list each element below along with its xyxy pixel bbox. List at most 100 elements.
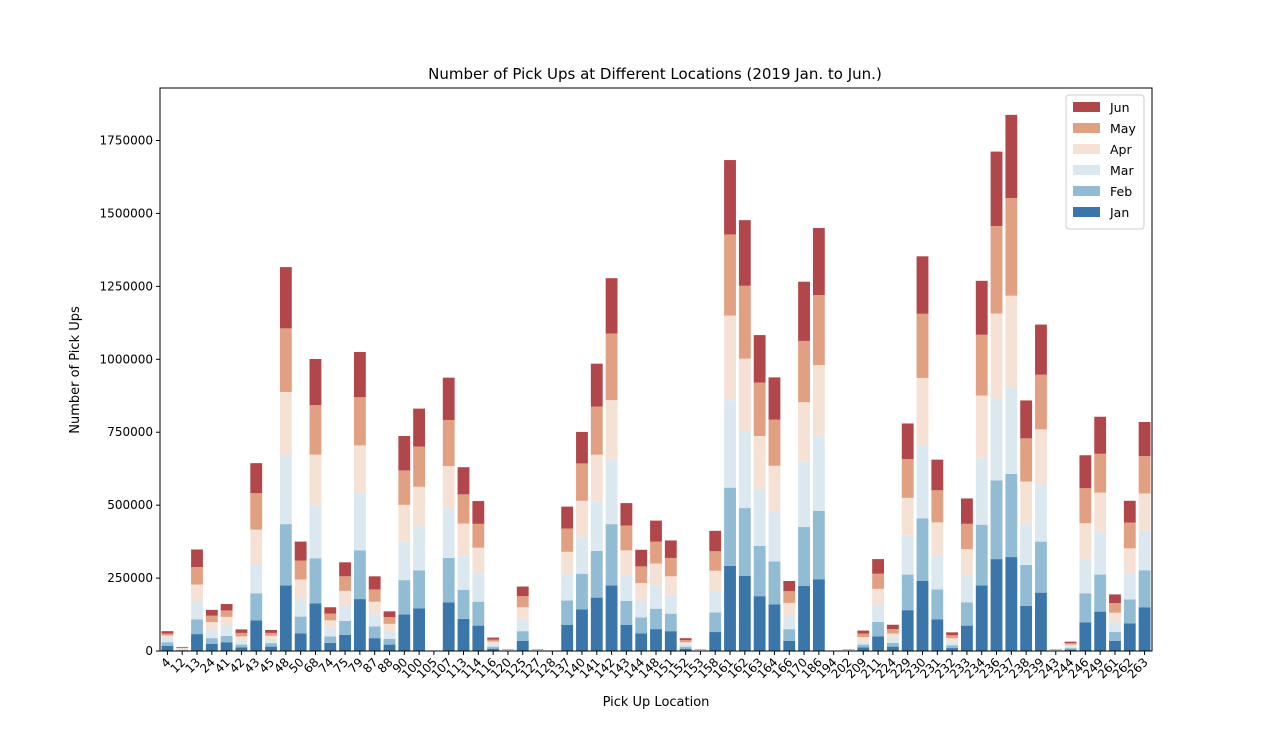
bar-229-mar	[901, 535, 914, 575]
bar-24-mar	[205, 629, 218, 639]
bar-164-mar	[768, 510, 781, 562]
bar-163-may	[753, 382, 766, 437]
bar-141-feb	[590, 550, 603, 598]
bar-143-jan	[620, 624, 633, 651]
bar-209-jun	[857, 630, 870, 634]
bar-229-apr	[901, 497, 914, 536]
bar-229-feb	[901, 574, 914, 611]
bar-88-jan	[383, 644, 396, 651]
bar-244-feb	[1064, 648, 1077, 650]
bar-161-jun	[724, 160, 736, 235]
bar-88-mar	[383, 631, 396, 639]
bar-50-may	[294, 560, 307, 580]
bar-48-apr	[279, 391, 292, 455]
bar-233-may	[961, 523, 973, 550]
bar-186-jun	[812, 228, 825, 296]
legend-label-jun: Jun	[1109, 100, 1130, 115]
bar-43-feb	[250, 593, 263, 621]
bar-45-mar	[265, 638, 277, 644]
y-tick-label: 1250000	[100, 279, 153, 293]
bar-234-mar	[975, 458, 988, 525]
bar-236-jun	[990, 151, 1003, 226]
bar-161-feb	[724, 487, 736, 566]
bar-48-feb	[279, 524, 292, 586]
bar-48-jun	[279, 267, 292, 329]
bar-79-feb	[353, 550, 366, 600]
legend-swatch-may	[1073, 123, 1100, 133]
legend-label-feb: Feb	[1110, 184, 1132, 199]
bar-261-jun	[1109, 594, 1121, 604]
bar-125-jan	[516, 640, 529, 651]
bar-48-jan	[279, 585, 292, 651]
bar-74-apr	[324, 620, 337, 628]
bar-164-jun	[768, 377, 781, 420]
bar-224-may	[886, 629, 899, 634]
bar-211-jun	[872, 559, 885, 574]
bar-142-apr	[605, 400, 618, 460]
bar-209-mar	[857, 640, 870, 645]
bar-164-apr	[768, 465, 781, 511]
bar-263-jan	[1138, 607, 1151, 651]
bar-68-jun	[309, 359, 322, 406]
bar-230-feb	[916, 518, 929, 581]
bar-170-jan	[798, 585, 810, 651]
bar-233-jun	[961, 498, 973, 524]
bar-263-mar	[1138, 530, 1151, 571]
bar-125-feb	[516, 631, 529, 641]
bar-224-jun	[886, 624, 899, 630]
bar-50-mar	[294, 598, 307, 617]
bar-238-jun	[1020, 400, 1033, 439]
bar-50-feb	[294, 616, 307, 634]
bar-114-jan	[472, 625, 485, 651]
bar-232-jun	[946, 632, 959, 636]
bar-163-jun	[753, 335, 766, 383]
bar-249-apr	[1094, 492, 1107, 532]
legend-label-apr: Apr	[1110, 142, 1132, 157]
bar-68-feb	[309, 558, 322, 604]
bar-88-feb	[383, 638, 396, 645]
bar-13-feb	[191, 619, 203, 635]
bar-170-feb	[798, 527, 810, 586]
bar-141-mar	[590, 501, 603, 551]
bar-239-jan	[1035, 592, 1047, 651]
bar-233-apr	[961, 549, 973, 576]
bar-41-feb	[220, 635, 233, 643]
bar-24-apr	[205, 622, 218, 630]
bar-244-mar	[1064, 646, 1077, 649]
bar-41-may	[220, 610, 233, 617]
bar-170-may	[798, 340, 810, 403]
bar-263-jun	[1138, 422, 1151, 457]
bar-158-jun	[709, 530, 722, 552]
bar-100-jun	[413, 408, 426, 447]
bar-13-mar	[191, 601, 203, 620]
bar-230-jan	[916, 580, 929, 651]
bar-90-jan	[398, 614, 411, 651]
y-tick-label: 1500000	[100, 206, 153, 220]
bar-75-mar	[339, 605, 351, 621]
bar-45-may	[265, 632, 277, 636]
bar-229-jun	[901, 423, 914, 460]
bar-41-mar	[220, 625, 233, 636]
bar-137-apr	[561, 551, 574, 575]
bar-261-mar	[1109, 622, 1121, 633]
bar-107-apr	[442, 466, 455, 509]
bar-140-may	[576, 463, 588, 501]
bar-113-may	[457, 494, 470, 524]
bar-262-apr	[1123, 548, 1136, 574]
bar-148-jan	[650, 629, 662, 651]
bar-13-jan	[191, 634, 203, 651]
bar-41-jan	[220, 642, 233, 651]
bar-166-jun	[783, 580, 796, 592]
bar-262-mar	[1123, 573, 1136, 600]
bar-211-apr	[872, 588, 885, 605]
bar-4-may	[161, 633, 174, 636]
bar-68-apr	[309, 454, 322, 506]
bar-231-jun	[931, 459, 944, 491]
bar-236-may	[990, 225, 1003, 314]
bar-125-apr	[516, 607, 529, 619]
bar-151-feb	[664, 613, 677, 632]
bar-229-jan	[901, 610, 914, 651]
bar-142-feb	[605, 524, 618, 586]
bar-148-feb	[650, 608, 662, 630]
bar-162-feb	[738, 508, 751, 576]
